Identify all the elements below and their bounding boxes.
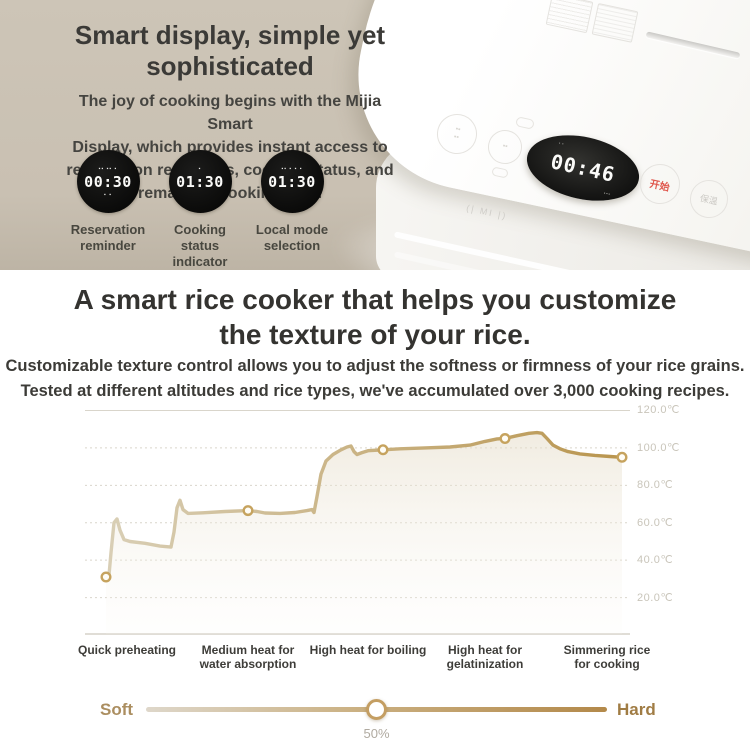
hero-title: Smart display, simple yet sophisticated [74,20,386,81]
feature-list: ▪▪ ▪▪ ▪ 00:30 ▪ ▪ Reservation reminder ▪… [62,150,338,270]
section-title: A smart rice cooker that helps you custo… [73,284,677,350]
slider-hard-label: Hard [617,700,656,719]
phase-label-row: Quick preheating Medium heat for water ab… [0,643,750,683]
clock-marks: ▪▪ ▪ ▪ ▪ [281,165,303,172]
phase-marker [499,433,511,445]
clock-marks-bottom: ▪ ▪ [104,191,112,198]
phase-label: Simmering rice for cooking [563,643,651,671]
phase-marker [377,444,389,456]
feature-reservation-reminder: ▪▪ ▪▪ ▪ 00:30 ▪ ▪ Reservation reminder [62,150,154,270]
section-body: Customizable texture control allows you … [5,357,745,400]
clock-time: 01:30 [268,172,316,191]
cooker-display-time: 00:46 [548,149,618,187]
clock-marks: ▪▪ ▪▪ ▪ [98,165,118,172]
phase-label: High heat for gelatinization [446,643,524,671]
feature-label: Cooking status indicator [172,222,228,269]
clock-display-icon: ▪▪ ▪ ▪ ▪ 01:30 [260,150,324,213]
phase-label: Quick preheating [77,643,177,657]
clock-marks: ▪ [198,165,202,172]
display-status-marks-bottom: ▪▪▪ [603,190,612,197]
slider-soft-label: Soft [100,700,134,719]
y-axis-tick-label: 100.0℃ [637,441,680,454]
y-axis-tick-label: 120.0℃ [637,404,680,417]
temperature-curve-svg [85,409,630,635]
phase-label: High heat for boiling [309,643,427,657]
y-axis-tick-label: 40.0℃ [637,554,674,567]
feature-local-mode: ▪▪ ▪ ▪ ▪ 01:30 Local mode selection [246,150,338,270]
y-axis-tick-label: 60.0℃ [637,516,674,529]
clock-time: 00:30 [84,172,132,191]
phase-label: Medium heat for water absorption [199,643,297,671]
clock-display-icon: ▪ 01:30 [168,150,232,213]
temperature-curve [104,430,624,579]
feature-label: Reservation reminder [70,222,146,253]
texture-slider-knob[interactable] [366,699,387,720]
y-axis-tick-label: 80.0℃ [637,479,674,492]
y-axis-tick-label: 20.0℃ [637,591,674,604]
phase-marker [616,451,628,463]
clock-display-icon: ▪▪ ▪▪ ▪ 00:30 ▪ ▪ [76,150,140,213]
temperature-area-fill [106,432,622,634]
clock-time: 01:30 [176,172,224,191]
phase-marker [100,571,112,583]
hero-photo: ▪▪ ▪▪ ▪▪ ▪▪ 00:46 ▪▪▪ 开始 保温 (| MI |) [0,0,750,270]
display-status-marks: ▪▪ [558,140,567,147]
slider-value-label: 50% [363,726,390,741]
feature-cooking-status: ▪ 01:30 Cooking status indicator [154,150,246,270]
phase-marker [242,505,254,517]
temperature-chart: 120.0℃ 100.0℃ 80.0℃ 60.0℃ 40.0℃ 20.0℃ [85,403,745,638]
feature-label: Local mode selection [255,222,329,253]
